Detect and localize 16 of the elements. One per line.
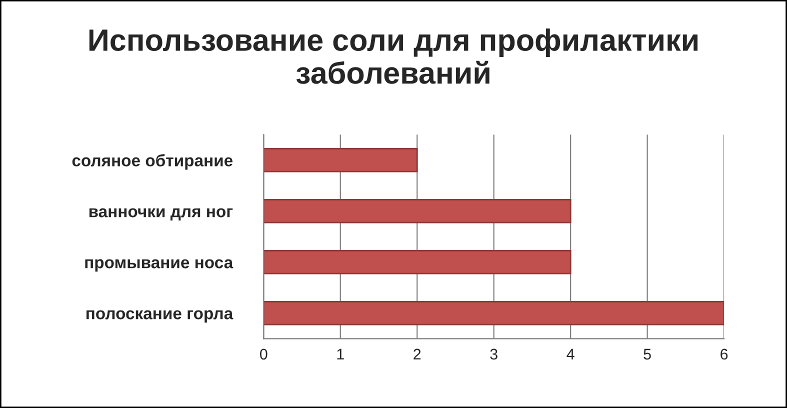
- x-tick-label: 1: [337, 348, 344, 360]
- bar: [264, 198, 572, 224]
- y-tick-label: ванночки для ног: [89, 208, 233, 220]
- x-tick-label: 0: [260, 348, 268, 360]
- x-tick-label: 4: [566, 348, 574, 360]
- x-tick-label: 5: [644, 348, 651, 360]
- bar: [264, 300, 724, 326]
- bar: [264, 148, 418, 172]
- x-tick-label: 2: [414, 348, 421, 360]
- y-tick-label: полоскание горла: [86, 310, 234, 323]
- chart-title: Использование соли для профилактики заболеваний: [89, 28, 698, 84]
- y-tick-label: промывание носа: [85, 259, 234, 272]
- x-tick-label: 6: [720, 348, 728, 360]
- bar: [264, 250, 572, 274]
- x-tick-label: 3: [490, 348, 498, 360]
- y-tick-label: соляное обтирание: [72, 154, 233, 170]
